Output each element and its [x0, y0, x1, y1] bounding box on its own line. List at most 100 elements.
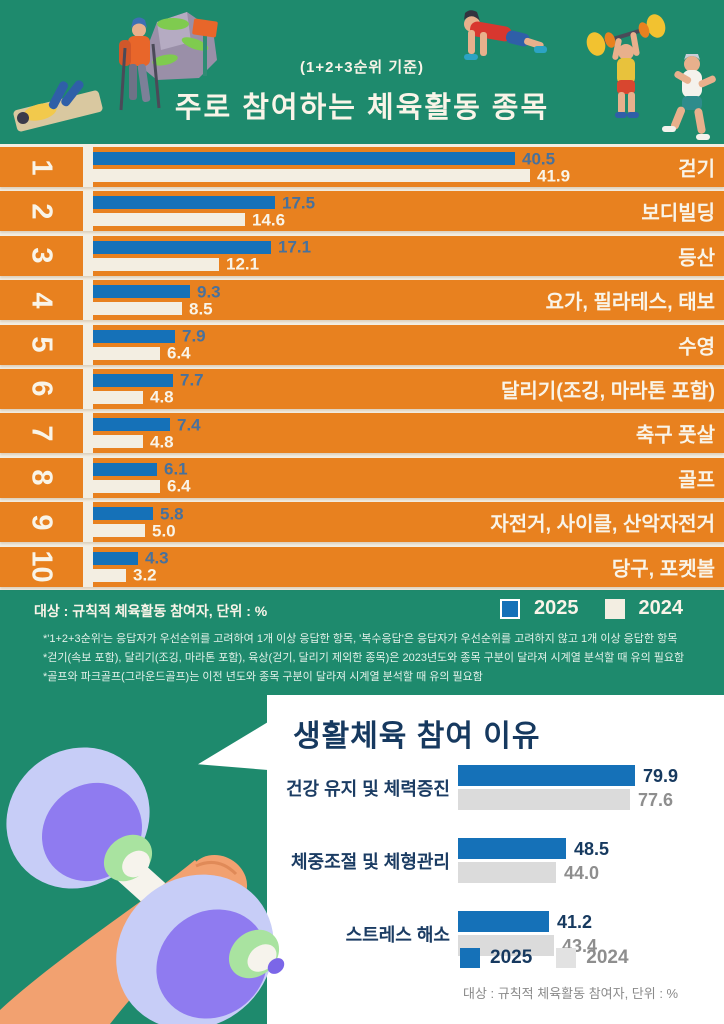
- bar-value-2025: 7.9: [182, 326, 206, 346]
- reason-row: 건강 유지 및 체력증진 79.9 77.6: [285, 765, 715, 813]
- bar-group: 79.9 77.6: [458, 765, 715, 813]
- bar-2025: 7.7: [93, 372, 204, 389]
- bar-value-2025: 17.5: [282, 193, 316, 213]
- rank-cell: 3: [0, 235, 83, 276]
- bar-value-2025: 41.2: [557, 911, 593, 932]
- bar-value-2024: 5.0: [152, 521, 176, 541]
- ranking-row: 6 7.7 4.8 달리기(조깅, 마라톤 포함): [0, 368, 724, 409]
- bar-2024: 3.2: [93, 567, 157, 584]
- ranking-row: 1 40.5 41.9 걷기: [0, 147, 724, 187]
- reason-label: 스트레스 해소: [345, 924, 450, 945]
- ranking-row: 2 17.5 14.6 보디빌딩: [0, 191, 724, 232]
- participation-reasons-card: 생활체육 참여 이유 건강 유지 및 체력증진 79.9 77.6 체중조절 및 체형…: [267, 695, 724, 1024]
- rank-number: 2: [25, 203, 58, 220]
- bar-group: 9.3 8.5 요가, 필라테스, 태보: [93, 280, 724, 321]
- ranking-row: 8 6.1 6.4 골프: [0, 457, 724, 498]
- bar-group: 5.8 5.0 자전거, 사이클, 산악자전거: [93, 502, 724, 543]
- bar-value-2024: 44.0: [564, 862, 600, 883]
- activity-label: 축구 풋살: [635, 424, 715, 447]
- activity-label: 걷기: [678, 158, 715, 181]
- dumbbell-illustration: [0, 747, 285, 1024]
- activity-label: 자전거, 사이클, 산악자전거: [490, 513, 715, 536]
- bar-2025: 48.5: [458, 838, 609, 859]
- rank-cell: 10: [0, 546, 83, 587]
- footnote-line: *걷기(속보 포함), 달리기(조깅, 마라톤 포함), 육상(걷기, 달리기 …: [43, 652, 685, 664]
- rank-number: 9: [25, 514, 58, 531]
- bar-group: 7.9 6.4 수영: [93, 324, 724, 365]
- bar-group: 7.4 4.8 축구 풋살: [93, 413, 724, 454]
- bar-2024: 6.4: [93, 345, 191, 362]
- bar-2024: 12.1: [93, 256, 259, 273]
- bar-value-2025: 5.8: [160, 504, 184, 524]
- bar-2024: 4.8: [93, 433, 174, 450]
- activity-label: 수영: [678, 336, 715, 359]
- rank-cell: 5: [0, 324, 83, 365]
- weightlifting-illustration: [586, 14, 666, 118]
- legend-swatch-2025: [500, 598, 520, 619]
- bar-value-2024: 14.6: [252, 210, 286, 230]
- bar-value-2025: 9.3: [197, 282, 221, 302]
- bar-value-2025: 17.1: [278, 237, 312, 257]
- bar-2024: 5.0: [93, 522, 176, 539]
- top-chart-note: 대상 : 규칙적 체육활동 참여자, 단위 : %: [34, 603, 268, 619]
- hiking-illustration: [119, 12, 218, 111]
- ranking-row: 7 7.4 4.8 축구 풋살: [0, 413, 724, 454]
- bar-2024: 77.6: [458, 789, 673, 810]
- bar-value-2025: 6.1: [164, 459, 188, 479]
- footnote-line: *'1+2+3순위'는 응답자가 우선순위를 고려하여 1개 이상 응답한 항목…: [43, 633, 678, 645]
- rank-number: 7: [25, 425, 58, 442]
- ranking-row: 3 17.1 12.1 등산: [0, 235, 724, 276]
- bar-2025: 6.1: [93, 461, 188, 478]
- rank-cell: 7: [0, 413, 83, 454]
- bar-2025: 7.4: [93, 416, 201, 433]
- legend-label-2025: 2025: [534, 597, 579, 619]
- bar-value-2025: 40.5: [522, 149, 556, 168]
- legend-label-2024: 2024: [586, 947, 629, 968]
- reasons-chart: 건강 유지 및 체력증진 79.9 77.6 체중조절 및 체형관리 48.5 44.0 스…: [285, 765, 715, 984]
- activity-label: 요가, 필라테스, 태보: [545, 291, 715, 314]
- activity-label: 당구, 포켓볼: [611, 558, 715, 581]
- legend-swatch-2024: [604, 598, 625, 619]
- bar-group: 6.1 6.4 골프: [93, 457, 724, 498]
- rank-number: 5: [25, 336, 58, 353]
- footnote-line: *골프와 파크골프(그라운드골프)는 이전 년도와 종목 구분이 달라져 시계열…: [43, 671, 483, 683]
- ranking-row: 5 7.9 6.4 수영: [0, 324, 724, 365]
- bar-value-2025: 79.9: [643, 765, 679, 786]
- activity-label: 등산: [678, 247, 715, 270]
- rank-number: 6: [25, 380, 58, 398]
- top-chart-legend: 2025 2024: [500, 597, 695, 620]
- legend-label-2024: 2024: [638, 597, 684, 619]
- footnotes: *'1+2+3순위'는 응답자가 우선순위를 고려하여 1개 이상 응답한 항목…: [43, 630, 693, 687]
- rank-number: 1: [25, 158, 58, 176]
- bar-value-2024: 3.2: [133, 565, 157, 585]
- reason-label: 건강 유지 및 체력증진: [285, 778, 450, 799]
- bar-2025: 7.9: [93, 328, 206, 345]
- bar-value-2024: 12.1: [226, 254, 260, 274]
- running-illustration: [662, 54, 716, 140]
- activity-ranking-chart: 1 40.5 41.9 걷기 2 17.5 14.6 보디빌딩 3 17.1 12.1 등산 4 9.3 8…: [0, 144, 724, 590]
- bar-2025: 41.2: [458, 911, 592, 932]
- bar-group: 17.1 12.1 등산: [93, 235, 724, 276]
- bar-group: 4.3 3.2 당구, 포켓볼: [93, 546, 724, 587]
- bar-value-2024: 4.8: [150, 432, 174, 452]
- bar-2025: 4.3: [93, 550, 169, 567]
- bar-2025: 40.5: [93, 150, 555, 167]
- bar-2024: 41.9: [93, 167, 570, 184]
- bar-value-2024: 8.5: [189, 299, 213, 319]
- ranking-row: 9 5.8 5.0 자전거, 사이클, 산악자전거: [0, 502, 724, 543]
- page-title: 주로 참여하는 체육활동 종목: [174, 92, 550, 124]
- rank-cell: 2: [0, 191, 83, 232]
- card-title: 생활체육 참여 이유: [293, 720, 541, 753]
- bar-2024: 44.0: [458, 862, 599, 883]
- bar-2025: 17.5: [93, 194, 315, 211]
- bar-2024: 8.5: [93, 300, 213, 317]
- reason-label: 체중조절 및 체형관리: [290, 851, 450, 872]
- bar-value-2025: 7.4: [177, 415, 201, 435]
- yoga-illustration: [13, 80, 103, 132]
- page-header: (1+2+3순위 기준) 주로 참여하는 체육활동 종목: [0, 56, 724, 126]
- bar-value-2024: 77.6: [638, 789, 674, 810]
- bar-2025: 17.1: [93, 239, 311, 256]
- rank-cell: 8: [0, 457, 83, 498]
- bar-2024: 4.8: [93, 389, 174, 406]
